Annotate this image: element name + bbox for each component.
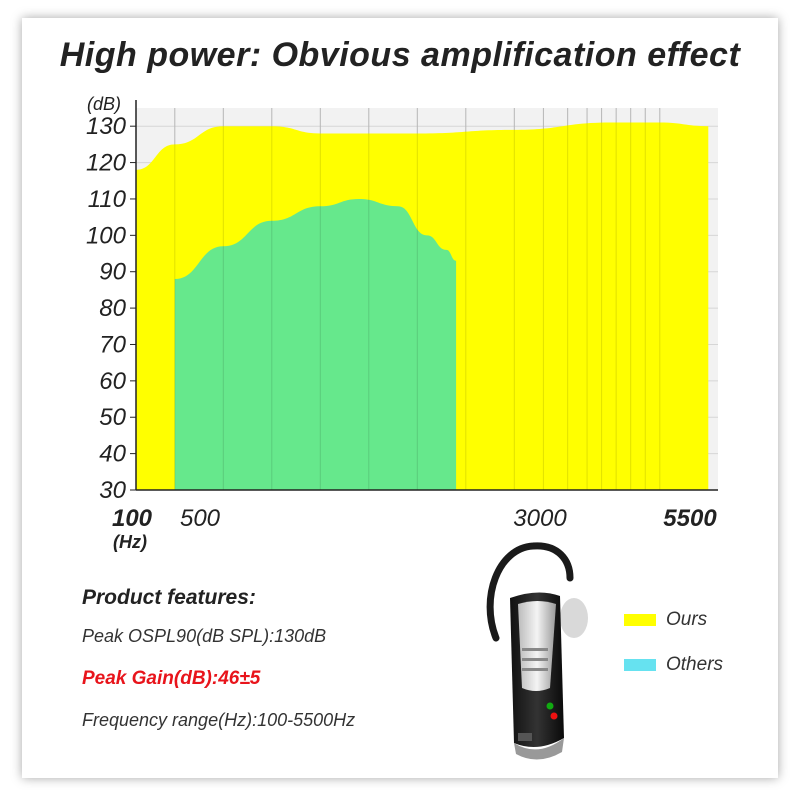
feature-frequency-range: Frequency range(Hz):100-5500Hz <box>82 710 356 730</box>
legend-item-ours: Ours <box>624 609 708 630</box>
y-tick-label: 30 <box>99 477 126 504</box>
legend-item-others: Others <box>624 654 724 675</box>
hearing-aid-device-icon <box>486 542 588 760</box>
feature-peak-ospl90: Peak OSPL90(dB SPL):130dB <box>82 626 327 646</box>
y-tick-label: 70 <box>99 331 126 358</box>
legend-label-others: Others <box>666 654 724 675</box>
area-series-others <box>174 198 457 490</box>
y-tick-label: 110 <box>88 186 127 213</box>
feature-peak-gain: Peak Gain(dB):46±5 <box>82 668 261 689</box>
x-tick-label: 500 <box>180 505 221 532</box>
x-tick-label: 5500 <box>663 505 717 532</box>
x-axis-unit-label: (Hz) <box>113 532 147 552</box>
y-tick-label: 40 <box>99 441 126 468</box>
y-tick-label: 120 <box>86 150 127 177</box>
chart-areas <box>136 122 709 491</box>
y-tick-label: 60 <box>99 368 126 395</box>
page-title: High power: Obvious amplification effect <box>59 36 741 74</box>
legend-label-ours: Ours <box>666 609 708 630</box>
legend-swatch-others <box>624 659 656 671</box>
x-tick-label: 100 <box>112 505 153 532</box>
y-tick-label: 90 <box>99 259 126 286</box>
y-tick-label: 130 <box>86 113 127 140</box>
y-tick-label: 100 <box>86 222 127 249</box>
chart-grid-overlay <box>174 108 661 490</box>
x-tick-label: 3000 <box>513 505 567 532</box>
features-title: Product features: <box>82 586 256 609</box>
legend-swatch-ours <box>624 614 656 626</box>
chart-axes <box>130 100 718 491</box>
y-tick-label: 80 <box>99 295 126 322</box>
y-tick-label: 50 <box>99 404 126 431</box>
y-axis-unit-label: (dB) <box>87 94 121 114</box>
